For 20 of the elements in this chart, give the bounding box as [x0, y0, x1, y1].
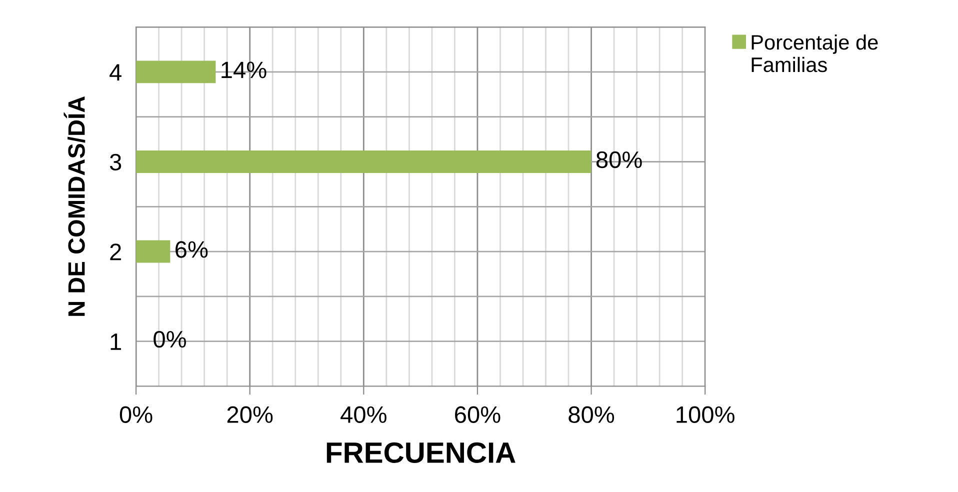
- y-tick-label: 4: [110, 64, 122, 81]
- bar: [136, 150, 592, 173]
- x-tick-label: 80%: [568, 406, 614, 424]
- y-axis-title: N DE COMIDAS/DÍA: [64, 96, 86, 316]
- data-label: 6%: [176, 241, 208, 258]
- x-tick-label: 0%: [120, 406, 152, 424]
- data-label: 80%: [596, 151, 642, 168]
- x-axis-title: FRECUENCIA: [326, 442, 516, 463]
- y-tick-label: 3: [110, 154, 122, 171]
- legend-label: Porcentaje de Familias: [752, 34, 878, 72]
- bar: [136, 60, 216, 84]
- data-label: 14%: [222, 62, 266, 78]
- y-tick-label: 2: [110, 244, 121, 260]
- data-label: 0%: [154, 330, 186, 348]
- bar: [136, 240, 170, 263]
- x-tick-label: 20%: [227, 406, 273, 424]
- y-tick-label: 1: [110, 334, 121, 350]
- x-tick-label: 40%: [340, 406, 386, 424]
- x-tick-label: 60%: [455, 406, 500, 424]
- x-tick-label: 100%: [676, 406, 734, 424]
